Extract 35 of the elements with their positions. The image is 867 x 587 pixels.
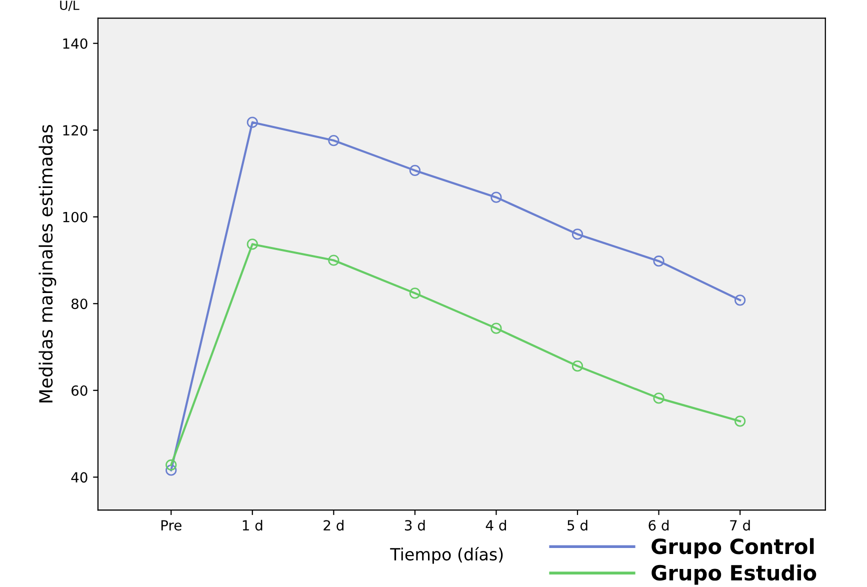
legend-label: Grupo Control	[652, 538, 814, 558]
point	[490, 192, 502, 203]
point	[734, 294, 746, 306]
point	[328, 134, 340, 146]
y-tick-label: 120	[63, 125, 88, 136]
point	[572, 228, 584, 240]
point	[653, 256, 664, 267]
point	[246, 116, 258, 128]
point	[572, 360, 584, 372]
y-tick-label: 40	[71, 472, 88, 483]
point	[490, 322, 502, 334]
x-tick-label: 5 d	[568, 520, 588, 531]
x-tick-label: 6 d	[648, 520, 669, 531]
point	[328, 254, 340, 266]
point	[166, 459, 177, 471]
x-tick-label: 2 d	[324, 520, 344, 531]
y-tick-label: 140	[63, 38, 88, 49]
x-tick-label: Pre	[161, 520, 182, 531]
x-tick-label: 7 d	[730, 520, 750, 531]
y-tick-label: 80	[72, 298, 88, 310]
y-tick-label: 100	[63, 212, 88, 222]
point	[734, 416, 746, 427]
point	[409, 164, 420, 176]
point	[166, 464, 177, 476]
y-axis-title: Medidas marginales estimadas	[38, 125, 56, 402]
x-axis-title: Tiempo (días)	[390, 546, 503, 564]
x-tick-label: 1 d	[242, 520, 262, 531]
x-tick-label: 3 d	[404, 520, 425, 531]
point	[246, 238, 258, 250]
y-tick-label: 60	[72, 385, 88, 396]
legend-label: Grupo Estudio	[652, 564, 816, 585]
point	[653, 392, 664, 404]
point	[409, 288, 420, 299]
x-tick-label: 4 d	[486, 520, 506, 531]
text: U/L	[60, 0, 80, 12]
